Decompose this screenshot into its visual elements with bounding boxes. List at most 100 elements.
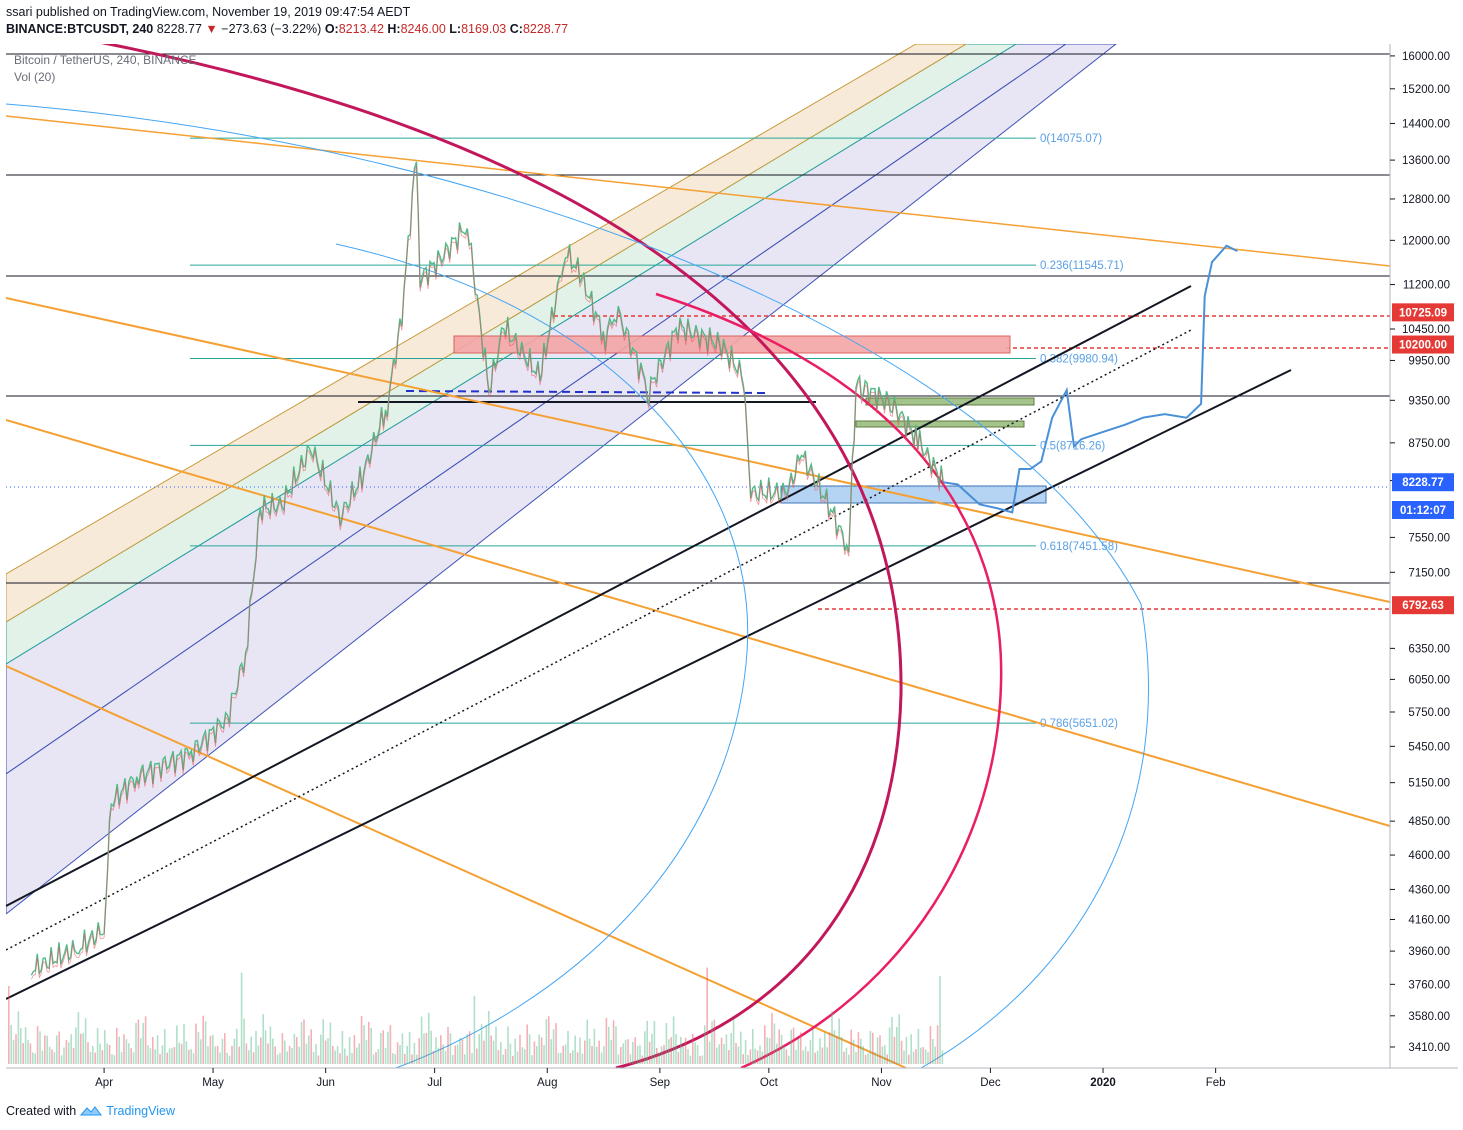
black-trendline-upper[interactable]	[6, 285, 1192, 907]
volume-bar	[353, 1035, 356, 1064]
time-axis[interactable]: Apr May Jun Jul Aug Sep Oct Nov Dec 2020 Feb	[95, 1068, 1226, 1089]
volume-bar	[29, 1043, 32, 1064]
volume-bar	[89, 1051, 92, 1064]
price-chart-svg[interactable]: 0(14075.07) 0.236(11545.71) 0.382(9980.94)…	[6, 44, 1458, 1096]
y-tick-label: 4600.00	[1408, 850, 1450, 862]
volume-bar	[677, 1052, 680, 1064]
footer: Created with TradingView	[6, 1104, 175, 1118]
dashed-support-9550[interactable]	[405, 390, 767, 394]
volume-bar	[80, 1033, 82, 1064]
y-tick-label: 5750.00	[1408, 707, 1450, 719]
fib-arc-blue-small[interactable]	[335, 243, 749, 1068]
volume-bar	[368, 1021, 370, 1064]
volume-bar	[780, 1034, 783, 1064]
orange-trendline-2[interactable]	[6, 297, 1390, 603]
volume-bar	[639, 1045, 641, 1064]
volume-bar	[466, 1034, 468, 1064]
channel-band-tan	[6, 44, 967, 623]
volume-bar	[759, 1045, 761, 1064]
y-tick-label: 3410.00	[1408, 1042, 1450, 1054]
volume-bar	[836, 1036, 838, 1064]
volume-bar	[557, 1053, 560, 1064]
volume-bar	[99, 1043, 101, 1064]
fib-arc-blue-large[interactable]	[6, 103, 1149, 1068]
volume-bar	[591, 1046, 593, 1064]
volume-bar	[221, 1038, 224, 1064]
volume-bar	[845, 1047, 848, 1064]
volume-bar	[708, 1041, 711, 1064]
volume-bar	[924, 1049, 927, 1064]
volume-bar	[152, 1037, 154, 1064]
plot-area[interactable]: 0(14075.07) 0.236(11545.71) 0.382(9980.94)…	[6, 44, 1390, 1083]
high-label: H:	[387, 22, 401, 36]
price-axis[interactable]: 16000.00 15200.00 14400.00 13600.00 12800.00…	[1390, 51, 1450, 1054]
volume-bar	[72, 1047, 75, 1064]
volume-bar	[392, 1053, 394, 1064]
fib-level-label: 1(3257.44)	[1040, 1071, 1096, 1083]
fib-arc-outer-crimson[interactable]	[6, 44, 903, 1068]
fib-arc-inner-pink[interactable]	[655, 292, 1003, 1068]
green-zone-lower[interactable]	[855, 420, 1025, 428]
price-tags: 10725.09 10200.00 8228.77 01:12:07 6792.63	[1392, 303, 1454, 615]
volume-bar	[718, 1044, 720, 1064]
volume-bar	[800, 1032, 802, 1064]
volume-bar	[12, 1040, 15, 1064]
projection-series-line[interactable]	[943, 244, 1238, 514]
fib-retracement[interactable]: 0(14075.07) 0.236(11545.71) 0.382(9980.94)…	[190, 133, 1124, 1083]
volume-bar	[538, 1034, 540, 1064]
tradingview-brand[interactable]: TradingView	[106, 1104, 175, 1118]
volume-bar	[195, 1023, 197, 1064]
close-label: C:	[509, 22, 523, 36]
volume-bar	[356, 1047, 358, 1064]
volume-bar	[711, 1021, 713, 1064]
volume-bar	[70, 1034, 72, 1064]
volume-bar	[428, 1012, 430, 1064]
volume-bar	[442, 1044, 444, 1064]
volume-bar	[572, 1050, 574, 1064]
volume-bar	[886, 1054, 888, 1064]
low-label: L:	[449, 22, 462, 36]
volume-bar	[737, 1046, 740, 1064]
volume-bar	[795, 1049, 797, 1064]
volume-bar	[788, 1055, 790, 1064]
orange-trendline-1[interactable]	[6, 115, 1390, 267]
volume-bar	[783, 1045, 785, 1064]
fib-level-label: 0.786(5651.02)	[1040, 718, 1118, 730]
volume-bar	[478, 1034, 480, 1064]
volume-bar	[651, 1033, 653, 1064]
orange-trendline-3[interactable]	[6, 419, 1390, 827]
last-price: 8228.77	[156, 22, 202, 36]
volume-bar	[118, 1036, 120, 1064]
volume-bar	[104, 1029, 106, 1064]
volume-bar	[51, 1049, 53, 1064]
volume-bar	[874, 1052, 876, 1064]
volume-bar	[915, 1049, 917, 1064]
volume-bar	[180, 1043, 183, 1064]
volume-bar	[891, 1016, 893, 1064]
symbol-label[interactable]: BINANCE:BTCUSDT, 240	[6, 22, 154, 36]
author-name[interactable]: ssari	[6, 5, 33, 19]
volume-bar	[627, 1039, 629, 1064]
volume-bar	[778, 1029, 780, 1064]
y-tick-label: 7150.00	[1408, 567, 1450, 579]
chart-area[interactable]: 0(14075.07) 0.236(11545.71) 0.382(9980.94)…	[6, 44, 1458, 1096]
volume-bar	[464, 1054, 466, 1064]
x-tick-label: Oct	[760, 1077, 779, 1089]
volume-bar	[411, 1054, 413, 1064]
volume-bar	[843, 1051, 845, 1064]
volume-bar	[644, 1031, 646, 1064]
volume-bar	[365, 1039, 368, 1064]
volume-bar	[84, 1018, 87, 1064]
volume-bar	[656, 1048, 658, 1064]
volume-bar	[648, 1041, 651, 1064]
volume-bar	[224, 1033, 226, 1064]
volume-bar	[934, 1046, 936, 1064]
volume-bar	[802, 1050, 804, 1064]
volume-bar	[363, 1025, 365, 1064]
volume-bar	[608, 1026, 610, 1064]
black-trendline-lower[interactable]	[6, 369, 1292, 1000]
orange-trendline-4[interactable]	[6, 665, 907, 1068]
volume-bar	[860, 1038, 862, 1064]
volume-bar	[816, 1050, 819, 1064]
volume-bar	[569, 1052, 572, 1064]
